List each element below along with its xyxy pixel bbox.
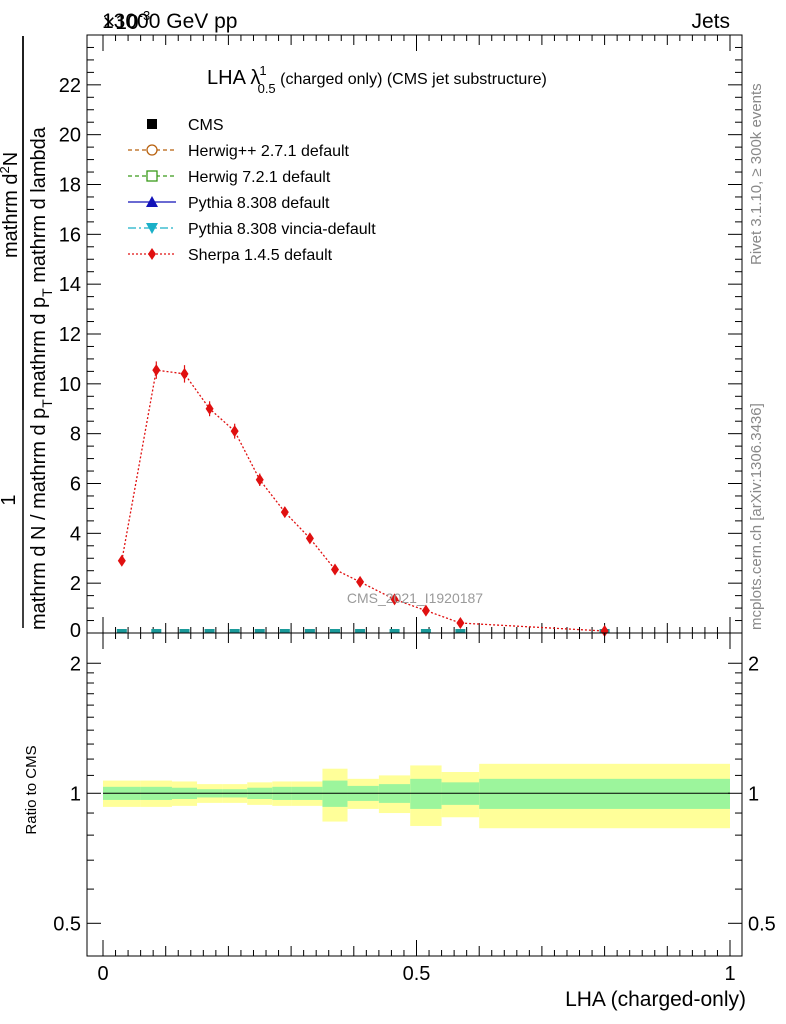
cms-marker xyxy=(254,629,265,633)
x-tick-label: 0.5 xyxy=(403,963,431,985)
legend-label: Pythia 8.308 default xyxy=(188,195,330,212)
y-tick-label: 6 xyxy=(70,474,81,496)
legend-item: Sherpa 1.4.5 default xyxy=(128,247,333,264)
legend-marker-triangle-down xyxy=(146,223,158,234)
y-tick-label: 16 xyxy=(59,224,81,246)
x-tick-label: 1 xyxy=(724,963,735,985)
x-tick-label: 0 xyxy=(97,963,108,985)
sherpa-line xyxy=(121,369,605,632)
mcplots-label: mcplots.cern.ch [arXiv:1306.3436] xyxy=(748,403,765,630)
sherpa-marker xyxy=(280,506,289,519)
sherpa-marker xyxy=(356,575,365,588)
sherpa-marker xyxy=(152,364,161,377)
cms-marker xyxy=(179,629,190,633)
sherpa-marker xyxy=(117,554,126,567)
main-panel-frame xyxy=(86,34,743,634)
ylabel-right-denominator: mathrm d pT mathrm d lambda xyxy=(28,126,55,398)
ratio-y-tick-label-left: 1 xyxy=(70,783,81,805)
energy-label: 13000 GeV pp xyxy=(102,10,237,33)
exponent-label: ×10-3 xyxy=(103,8,150,34)
y-tick-label: 14 xyxy=(59,274,81,296)
sherpa-marker xyxy=(421,604,430,617)
y-tick-label: 2 xyxy=(70,573,81,595)
sherpa-marker xyxy=(390,593,399,606)
sherpa-marker xyxy=(180,367,189,380)
sherpa-marker xyxy=(456,617,465,630)
ylabel-right-numerator: mathrm d2N xyxy=(0,152,22,258)
y-tick-label-zero: 0 xyxy=(70,620,81,642)
ratio-ticks: 0 0.5 1 0.5 0.5 1 1 2 2 xyxy=(53,633,776,985)
ratio-y-tick-label-right: 1 xyxy=(748,783,759,805)
legend-item: Herwig++ 2.7.1 default xyxy=(128,143,350,160)
ratio-stat-band xyxy=(479,778,730,809)
ratio-stat-band xyxy=(410,778,442,809)
ratio-y-tick-label-left: 0.5 xyxy=(53,913,81,935)
legend-label: Herwig 7.2.1 default xyxy=(188,169,331,186)
main-panel: 2 4 6 8 10 12 14 16 18 20 22 0 CMS_2021_I1920187 xyxy=(59,34,743,642)
cms-marker xyxy=(116,629,127,633)
ratio-bands xyxy=(103,763,730,829)
y-tick-label: 18 xyxy=(59,175,81,197)
legend-item: Pythia 8.308 default xyxy=(128,195,330,212)
cms-marker xyxy=(204,629,215,633)
legend-marker-diamond xyxy=(148,248,156,260)
legend-label: Sherpa 1.4.5 default xyxy=(188,247,333,264)
main-y-ticks: 2 4 6 8 10 12 14 16 18 20 22 0 xyxy=(59,34,742,642)
legend-item: Pythia 8.308 vincia-default xyxy=(128,221,376,238)
sherpa-marker xyxy=(600,625,609,638)
ylabel-left-numerator: 1 xyxy=(0,494,20,505)
sherpa-marker xyxy=(330,563,339,576)
x-axis-label: LHA (charged-only) xyxy=(565,988,746,1011)
plot-title: LHA λ1 0.5 (charged only) (CMS jet substr… xyxy=(207,63,547,96)
cms-marker xyxy=(355,629,366,633)
main-series xyxy=(116,361,610,638)
ratio-y-tick-label-right: 2 xyxy=(748,653,759,675)
ratio-y-tick-label-left: 2 xyxy=(70,653,81,675)
legend-marker-circle xyxy=(146,144,158,156)
main-y-axis-label: 1 mathrm d N / mathrm d pT mathrm d2N ma… xyxy=(0,36,55,630)
category-label: Jets xyxy=(691,10,730,33)
y-tick-label: 8 xyxy=(70,424,81,446)
cms-marker xyxy=(455,629,466,633)
legend-marker-square xyxy=(147,119,157,129)
main-x-ticks xyxy=(102,35,731,633)
legend-item: CMS xyxy=(147,117,224,134)
watermark: CMS_2021_I1920187 xyxy=(347,590,483,606)
ratio-panel: 0 0.5 1 0.5 0.5 1 1 2 2 Ratio to CMS xyxy=(23,632,776,985)
legend: CMS Herwig++ 2.7.1 default Herwig 7.2.1 de… xyxy=(128,117,376,264)
ratio-y-label: Ratio to CMS xyxy=(23,745,40,834)
y-tick-label: 22 xyxy=(59,75,81,97)
sherpa-marker xyxy=(305,532,314,545)
legend-marker-triangle-up xyxy=(146,196,158,207)
cms-marker xyxy=(389,629,400,633)
y-tick-label: 4 xyxy=(70,523,81,545)
cms-marker xyxy=(420,629,431,633)
legend-item: Herwig 7.2.1 default xyxy=(128,169,331,186)
y-tick-label: 20 xyxy=(59,125,81,147)
cms-marker xyxy=(229,629,240,633)
legend-marker-open-square xyxy=(146,170,158,182)
cms-marker xyxy=(304,629,315,633)
y-tick-label: 10 xyxy=(59,374,81,396)
cms-marker xyxy=(151,629,162,633)
ylabel-left-denominator: mathrm d N / mathrm d pT xyxy=(28,399,55,630)
cms-marker xyxy=(279,629,290,633)
legend-label: Pythia 8.308 vincia-default xyxy=(188,221,376,238)
sherpa-marker xyxy=(255,473,264,486)
rivet-label: Rivet 3.1.10, ≥ 300k events xyxy=(748,83,765,265)
sherpa-marker xyxy=(205,402,214,415)
legend-label: Herwig++ 2.7.1 default xyxy=(188,143,350,160)
ratio-y-tick-label-right: 0.5 xyxy=(748,913,776,935)
legend-label: CMS xyxy=(188,117,224,134)
ratio-panel-frame xyxy=(86,632,743,957)
y-tick-label: 12 xyxy=(59,324,81,346)
sherpa-marker xyxy=(230,425,239,438)
cms-marker xyxy=(329,629,340,633)
